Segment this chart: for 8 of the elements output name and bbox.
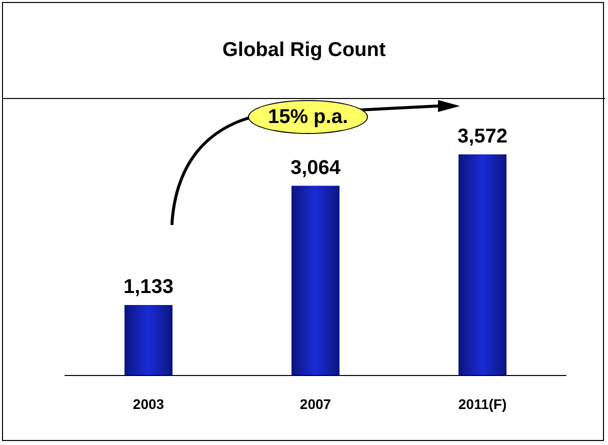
x-tick-label: 2003 — [132, 396, 164, 412]
x-tick-label: 2011(F) — [458, 396, 507, 412]
text: 15% p.a. — [248, 100, 368, 134]
data-label: 3,064 — [290, 156, 342, 179]
x-tick-label: 2007 — [300, 396, 332, 412]
data-label: 1,133 — [123, 276, 174, 298]
chart-title: Global Rig Count — [3, 3, 605, 99]
data-label: 3,572 — [457, 125, 508, 148]
